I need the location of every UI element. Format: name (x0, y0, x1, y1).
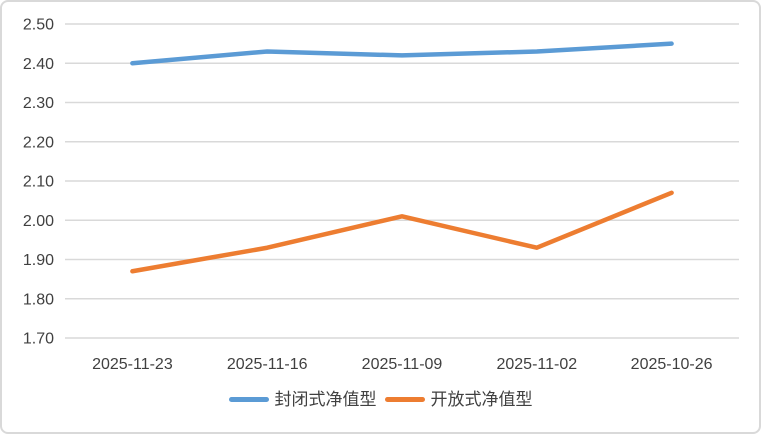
line-chart: 2.50 2.40 2.30 2.20 2.10 2.00 1.90 1.80 1.70 2025… (23, 17, 739, 373)
x-tick-label: 2025-11-23 (92, 356, 173, 373)
legend-line-swatch (228, 396, 269, 402)
x-tick-label: 2025-11-02 (496, 356, 577, 373)
x-tick-label: 2025-11-16 (227, 356, 308, 373)
chart-legend: 封闭式净值型 开放式净值型 (2, 382, 759, 416)
y-tick-label: 1.80 (23, 291, 54, 308)
y-tick-label: 2.50 (23, 17, 54, 34)
y-tick-label: 2.30 (23, 95, 54, 112)
x-tick-label: 2025-11-09 (362, 356, 443, 373)
y-tick-label: 2.10 (23, 174, 54, 191)
legend-item: 开放式净值型 (384, 389, 533, 409)
y-tick-label: 2.40 (23, 56, 54, 73)
y-tick-label: 2.20 (23, 134, 54, 151)
legend-item: 封闭式净值型 (228, 389, 377, 409)
x-tick-label: 2025-10-26 (631, 356, 713, 373)
legend-label: 封闭式净值型 (274, 389, 377, 409)
y-tick-label: 2.00 (23, 213, 54, 230)
series-line (130, 190, 674, 274)
legend-line-swatch (384, 396, 425, 402)
y-tick-label: 1.90 (23, 252, 54, 269)
legend-label: 开放式净值型 (430, 389, 533, 409)
y-tick-label: 1.70 (23, 331, 54, 348)
series-line (130, 41, 674, 66)
